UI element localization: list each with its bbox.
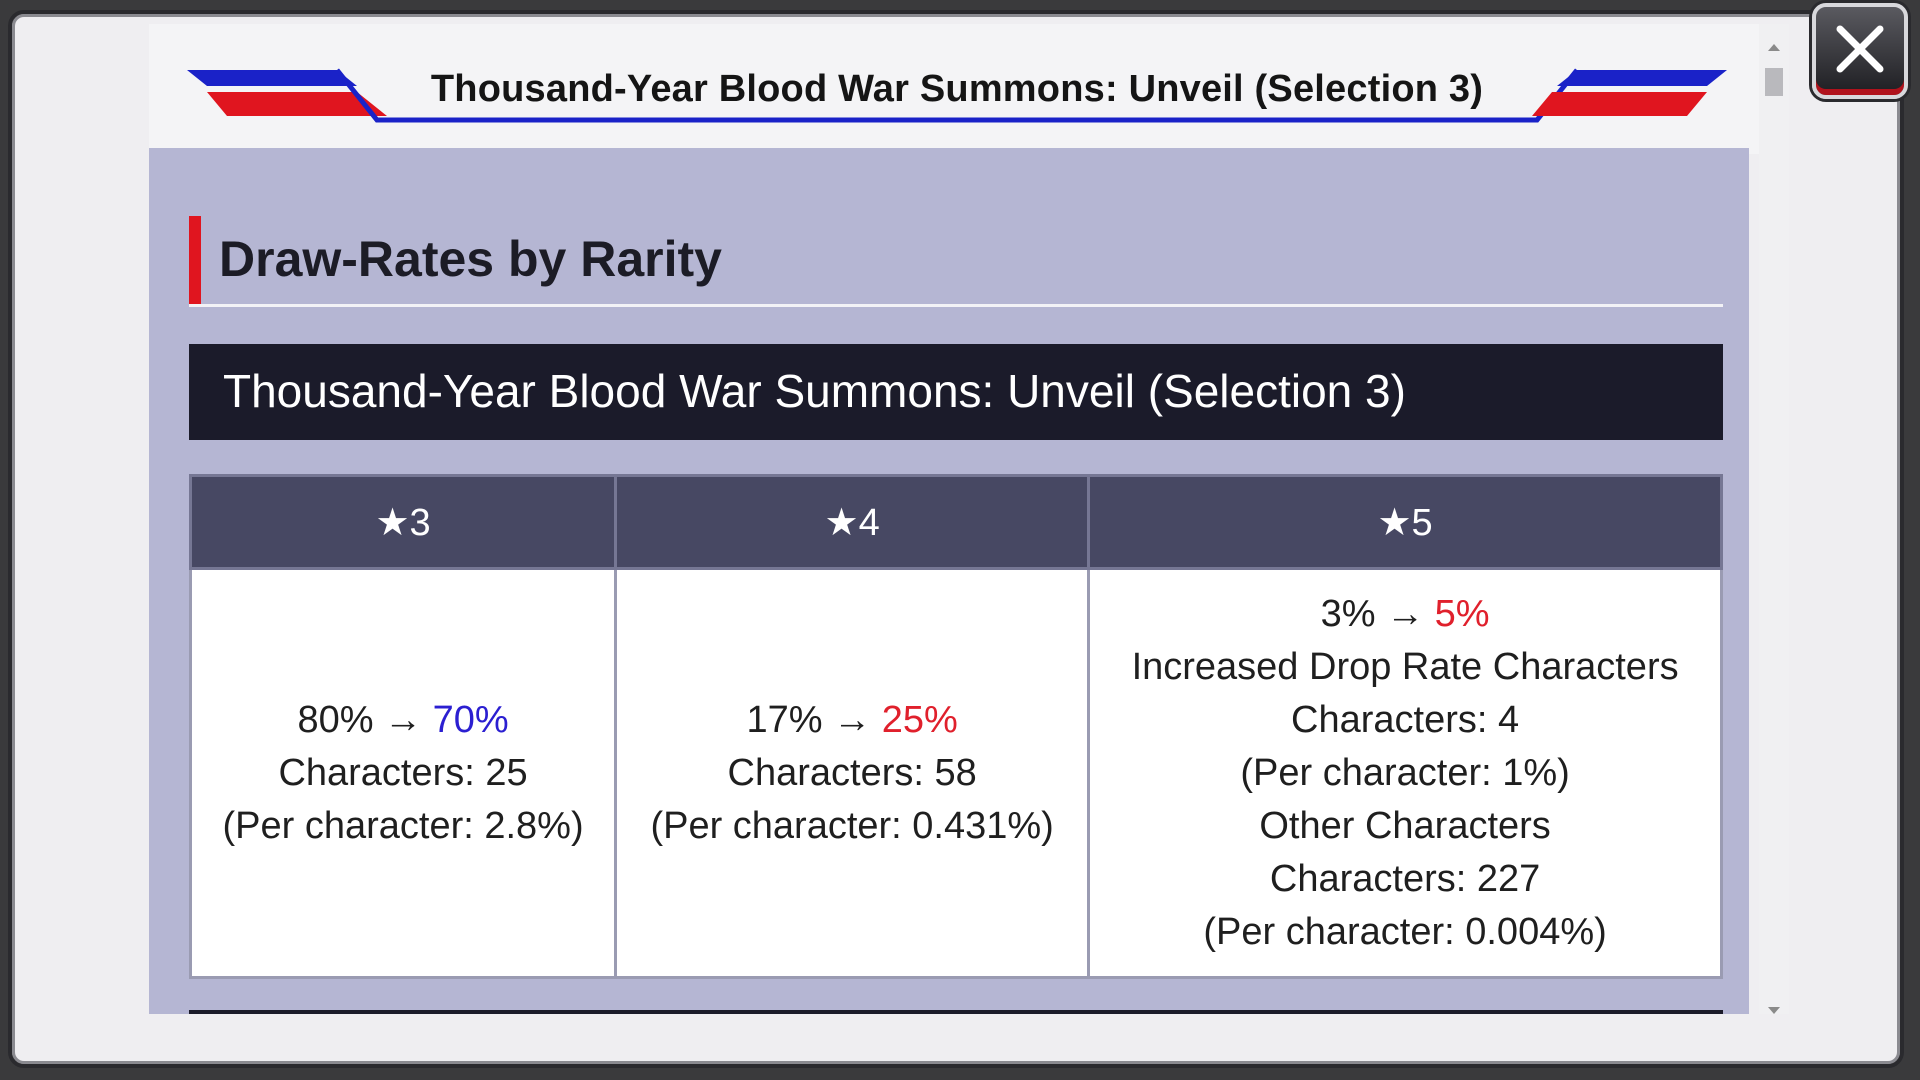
header-star5: ★5 (1087, 474, 1723, 570)
increased-rate-label: Increased Drop Rate Characters (1131, 645, 1679, 688)
scroll-content[interactable]: Draw-Rates by Rarity Thousand-Year Blood… (149, 148, 1749, 1014)
dialog-title: Thousand-Year Blood War Summons: Unveil … (430, 68, 1484, 110)
other-per-character-rate: (Per character: 0.004%) (1203, 910, 1607, 953)
old-rate: 3% → (1320, 592, 1425, 635)
other-characters-label: Other Characters (1259, 804, 1551, 847)
increased-per-character-rate: (Per character: 1%) (1240, 751, 1570, 794)
header-star4: ★4 (614, 474, 1091, 570)
cell-star3: 80% → 70% Characters: 25 (Per character:… (188, 567, 618, 979)
increased-character-count: Characters: 4 (1291, 698, 1520, 741)
draw-rates-table: ★3 ★4 ★5 80% → 70% Characters: 25 (Per c… (188, 474, 1723, 979)
section-heading-text: Draw-Rates by Rarity (219, 231, 722, 287)
dialog-header (149, 24, 1759, 154)
heading-accent-bar (189, 216, 201, 304)
scrollbar-thumb[interactable] (1765, 68, 1783, 96)
scroll-up-arrow-icon[interactable] (1768, 44, 1780, 51)
summon-banner-title: Thousand-Year Blood War Summons: Unveil … (189, 344, 1723, 440)
table-header-row: ★3 ★4 ★5 (188, 474, 1723, 570)
cell-star5: 3% → 5% Increased Drop Rate Characters C… (1087, 567, 1723, 979)
character-count: Characters: 58 (727, 751, 977, 794)
summon-banner-title-text: Thousand-Year Blood War Summons: Unveil … (223, 365, 1406, 417)
rate-change-star5: 3% → 5% (1091, 588, 1719, 641)
scroll-down-arrow-icon[interactable] (1768, 1007, 1780, 1014)
table-row: 80% → 70% Characters: 25 (Per character:… (188, 567, 1723, 979)
per-character-rate: (Per character: 2.8%) (222, 804, 584, 847)
old-rate: 17% → (746, 698, 872, 741)
per-character-rate: (Per character: 0.431%) (650, 804, 1054, 847)
header-banner: Thousand-Year Blood War Summons: Unveil … (187, 66, 1727, 126)
new-rate: 70% (432, 698, 509, 741)
summon-rates-dialog: Thousand-Year Blood War Summons: Unveil … (8, 10, 1904, 1068)
banner-stripes (187, 68, 1727, 123)
vertical-scrollbar[interactable] (1759, 24, 1789, 1014)
close-icon (1836, 25, 1884, 73)
character-count: Characters: 25 (278, 751, 528, 794)
next-section-header (189, 1010, 1723, 1014)
rate-change-star3: 80% → 70% (193, 694, 613, 747)
rate-change-star4: 17% → 25% (618, 694, 1086, 747)
old-rate: 80% → (297, 698, 423, 741)
header-star3: ★3 (188, 474, 618, 570)
close-button[interactable] (1812, 3, 1908, 99)
cell-star4: 17% → 25% Characters: 58 (Per character:… (614, 567, 1091, 979)
new-rate: 5% (1434, 592, 1490, 635)
section-heading: Draw-Rates by Rarity (189, 216, 1723, 307)
other-character-count: Characters: 227 (1269, 857, 1541, 900)
new-rate: 25% (881, 698, 958, 741)
